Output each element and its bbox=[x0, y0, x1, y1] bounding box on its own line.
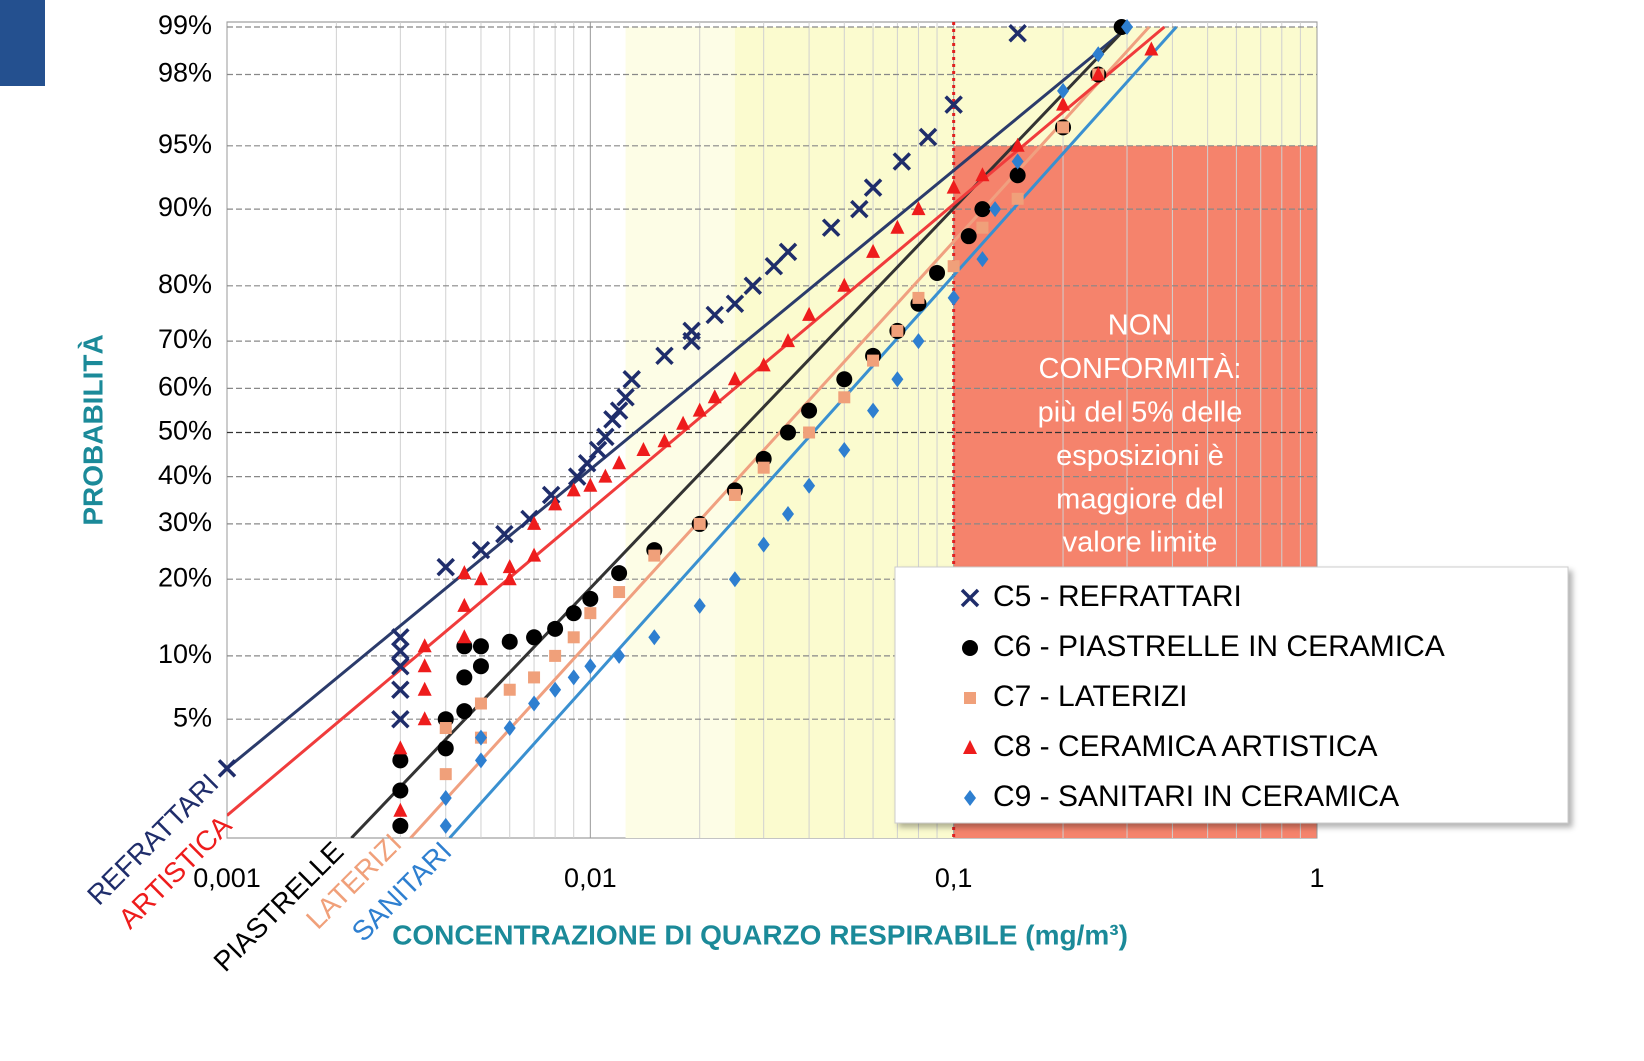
decoration bbox=[0, 0, 45, 86]
legend-label: C7 - LATERIZI bbox=[993, 680, 1187, 713]
point bbox=[456, 703, 472, 719]
x-tick-label: 1 bbox=[1309, 863, 1324, 893]
point bbox=[838, 391, 850, 403]
point bbox=[613, 586, 625, 598]
point bbox=[547, 621, 563, 637]
point bbox=[392, 818, 408, 834]
legend: C5 - REFRATTARI C6 - PIASTRELLE IN CERAMI… bbox=[895, 567, 1568, 823]
point bbox=[502, 634, 518, 650]
point bbox=[566, 605, 582, 621]
point bbox=[456, 669, 472, 685]
x-axis-title: CONCENTRAZIONE DI QUARZO RESPIRABILE (mg… bbox=[392, 919, 1128, 950]
y-tick-label: 50% bbox=[158, 416, 212, 446]
legend-label: C5 - REFRATTARI bbox=[993, 580, 1242, 613]
point bbox=[694, 518, 706, 530]
y-tick-label: 80% bbox=[158, 269, 212, 299]
point bbox=[929, 265, 945, 281]
y-tick-label: 90% bbox=[158, 192, 212, 222]
point bbox=[729, 489, 741, 501]
legend-label: C8 - CERAMICA ARTISTICA bbox=[993, 730, 1378, 763]
y-tick-label: 95% bbox=[158, 129, 212, 159]
point bbox=[392, 782, 408, 798]
point bbox=[801, 403, 817, 419]
annotation-text: NON bbox=[1108, 310, 1172, 342]
point bbox=[475, 698, 487, 710]
point bbox=[648, 550, 660, 562]
annotation-text: CONFORMITÀ: bbox=[1039, 352, 1242, 385]
point bbox=[611, 565, 627, 581]
point bbox=[948, 260, 960, 272]
point bbox=[568, 631, 580, 643]
y-tick-label: 60% bbox=[158, 371, 212, 401]
y-tick-label: 20% bbox=[158, 562, 212, 592]
annotation-text: valore limite bbox=[1063, 527, 1218, 559]
y-tick-label: 99% bbox=[158, 10, 212, 40]
y-axis-title: PROBABILITÀ bbox=[77, 334, 108, 525]
annotation-text: più del 5% delle bbox=[1038, 396, 1243, 428]
point bbox=[891, 325, 903, 337]
point bbox=[961, 228, 977, 244]
point bbox=[526, 629, 542, 645]
point bbox=[836, 371, 852, 387]
y-tick-label: 5% bbox=[173, 702, 212, 732]
y-tick-label: 70% bbox=[158, 324, 212, 354]
legend-label: C6 - PIASTRELLE IN CERAMICA bbox=[993, 630, 1445, 663]
x-tick-label: 0,01 bbox=[564, 863, 617, 893]
point bbox=[867, 355, 879, 367]
annotation-text: maggiore del bbox=[1056, 483, 1224, 515]
point bbox=[392, 752, 408, 768]
x-tick-label: 0,1 bbox=[935, 863, 973, 893]
point bbox=[528, 671, 540, 683]
point bbox=[974, 201, 990, 217]
y-tick-label: 10% bbox=[158, 639, 212, 669]
point bbox=[976, 222, 988, 234]
point bbox=[549, 650, 561, 662]
point bbox=[473, 658, 489, 674]
point bbox=[1057, 121, 1069, 133]
point bbox=[758, 462, 770, 474]
point bbox=[438, 740, 454, 756]
point bbox=[504, 684, 516, 696]
legend-label: C9 - SANITARI IN CERAMICA bbox=[993, 780, 1399, 813]
legend-marker bbox=[962, 640, 978, 656]
annotation-text: esposizioni è bbox=[1056, 440, 1224, 472]
page: {"chart_data": {"type": "scatter", "xlab… bbox=[0, 0, 1644, 1061]
y-tick-label: 40% bbox=[158, 460, 212, 490]
point bbox=[912, 292, 924, 304]
point bbox=[440, 722, 452, 734]
point bbox=[1010, 167, 1026, 183]
point bbox=[803, 427, 815, 439]
point bbox=[780, 425, 796, 441]
point bbox=[473, 638, 489, 654]
chart: NON CONFORMITÀ: più del 5% delle esposizion… bbox=[0, 0, 1644, 1061]
point bbox=[440, 768, 452, 780]
point bbox=[1012, 193, 1024, 205]
y-tick-label: 30% bbox=[158, 507, 212, 537]
y-tick-label: 98% bbox=[158, 58, 212, 88]
point bbox=[582, 591, 598, 607]
legend-marker bbox=[964, 692, 976, 704]
x-tick-label: 0,001 bbox=[193, 863, 261, 893]
point bbox=[584, 607, 596, 619]
